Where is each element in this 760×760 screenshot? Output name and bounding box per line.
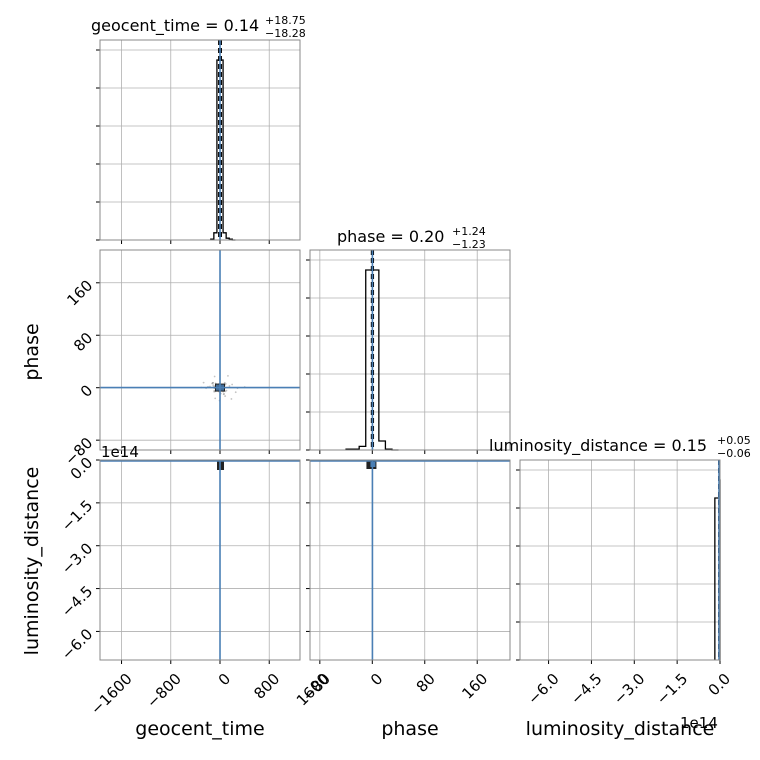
y-offset-label-distance: 1e14 xyxy=(101,443,139,461)
scatter-phase-geocent-time-sample-point xyxy=(223,381,226,384)
title-geocent-time-plus: +18.75 xyxy=(265,14,306,27)
scatter-distance-phase-background xyxy=(310,460,510,660)
scatter-distance-geocent-time-y-tick-label-3: −1.5 xyxy=(58,496,96,534)
scatter-phase-geocent-time-sample-point xyxy=(230,398,233,400)
scatter-phase-geocent-time-sample-point xyxy=(213,389,216,392)
scatter-distance-geocent-time-background xyxy=(100,460,300,660)
scatter-phase-geocent-time-sample-point xyxy=(222,393,225,396)
panel-hist-phase xyxy=(306,249,511,454)
hist-luminosity-distance-x-tick-label-1: −4.5 xyxy=(567,670,605,708)
scatter-phase-geocent-time-sample-point xyxy=(214,397,217,400)
scatter-phase-geocent-time-sample-point xyxy=(223,393,225,395)
scatter-phase-geocent-time-y-tick-label-1: 0 xyxy=(77,381,96,400)
y-axis-label-luminosity-distance: luminosity_distance xyxy=(21,467,43,656)
hist-phase-background xyxy=(310,250,510,450)
hist-phase-histogram xyxy=(345,269,399,451)
scatter-phase-geocent-time-sample-point xyxy=(234,391,237,394)
x-axis-label-luminosity-distance: luminosity_distance xyxy=(526,718,715,740)
scatter-distance-phase-x-tick-label-3: 160 xyxy=(458,670,491,703)
scatter-phase-geocent-time-sample-point xyxy=(211,382,214,384)
scatter-phase-geocent-time-y-tick-label-3: 160 xyxy=(63,276,96,309)
title-phase-plus: +1.24 xyxy=(452,225,486,238)
scatter-distance-phase-x-tick-label-2: 80 xyxy=(413,670,439,696)
scatter-phase-geocent-time-background xyxy=(100,250,300,450)
scatter-distance-geocent-time-y-tick-label-0: −6.0 xyxy=(58,625,96,663)
scatter-phase-geocent-time-sample-point xyxy=(231,383,234,386)
panel-hist-luminosity-distance xyxy=(516,459,721,664)
scatter-distance-geocent-time-x-tick-label-2: 0 xyxy=(215,670,234,689)
x-axis-label-phase: phase xyxy=(381,718,438,740)
hist-luminosity-distance-x-tick-label-4: 0.0 xyxy=(705,670,735,700)
hist-luminosity-distance-x-tick-label-2: −3.0 xyxy=(610,670,648,708)
hist-luminosity-distance-frame xyxy=(519,459,721,661)
x-offset-label-distance: 1e14 xyxy=(680,714,718,732)
scatter-distance-phase-x-tick-label-1: 0 xyxy=(367,670,386,689)
y-axis-label-phase: phase xyxy=(21,323,43,380)
hist-luminosity-distance-x-tick-label-3: −1.5 xyxy=(653,670,691,708)
scatter-phase-geocent-time-sample-point xyxy=(202,381,205,384)
scatter-distance-geocent-time-x-tick-label-3: 800 xyxy=(250,670,283,703)
title-luminosity-distance-plus: +0.05 xyxy=(717,434,751,447)
scatter-phase-geocent-time-sample-point xyxy=(224,395,227,397)
scatter-distance-geocent-time-x-tick-label-0: −1600 xyxy=(87,670,136,719)
scatter-distance-geocent-time-x-tick-label-1: −800 xyxy=(143,670,185,712)
scatter-distance-geocent-time-y-tick-label-2: −3.0 xyxy=(58,539,96,577)
scatter-phase-geocent-time-sample-point xyxy=(213,390,216,393)
x-axis-label-geocent-time: geocent_time xyxy=(135,718,264,740)
scatter-phase-geocent-time-sample-point xyxy=(212,381,214,384)
panel-distance-vs-geocent-time xyxy=(96,459,301,664)
scatter-phase-geocent-time-sample-point xyxy=(213,385,216,388)
scatter-phase-geocent-time-frame xyxy=(99,249,301,451)
scatter-phase-geocent-time-sample-point xyxy=(225,389,228,392)
hist-geocent-time-background xyxy=(100,40,300,240)
scatter-phase-geocent-time-sample-point xyxy=(211,382,213,385)
panel-distance-vs-phase xyxy=(306,459,511,664)
scatter-phase-geocent-time-y-tick-label-2: 80 xyxy=(70,329,96,355)
scatter-phase-geocent-time-sample-point xyxy=(213,375,216,378)
panel-phase-vs-geocent-time xyxy=(96,249,301,454)
hist-geocent-time-frame xyxy=(99,39,301,241)
scatter-phase-geocent-time-sample-point xyxy=(227,374,229,377)
hist-phase-frame xyxy=(309,249,511,451)
title-luminosity-distance-minus: −0.06 xyxy=(717,447,751,460)
hist-luminosity-distance-x-tick-label-0: −6.0 xyxy=(524,670,562,708)
title-phase-minus: −1.23 xyxy=(452,238,486,251)
hist-luminosity-distance-background xyxy=(520,460,720,660)
scatter-phase-geocent-time-sample-point xyxy=(224,382,227,385)
scatter-distance-geocent-time-frame xyxy=(99,459,301,661)
hist-geocent-time-histogram xyxy=(210,59,236,241)
panel-hist-geocent-time xyxy=(96,39,301,244)
title-geocent-time-minus: −18.28 xyxy=(265,27,306,40)
title-luminosity-distance: luminosity_distance = 0.15 xyxy=(489,436,707,456)
scatter-distance-geocent-time-y-tick-label-1: −4.5 xyxy=(58,582,96,620)
scatter-distance-phase-frame xyxy=(309,459,511,661)
scatter-phase-geocent-time-sample-point xyxy=(212,384,215,387)
title-geocent-time: geocent_time = 0.14 xyxy=(91,16,259,36)
scatter-phase-geocent-time-sample-point xyxy=(228,385,231,387)
title-phase: phase = 0.20 xyxy=(337,227,444,246)
